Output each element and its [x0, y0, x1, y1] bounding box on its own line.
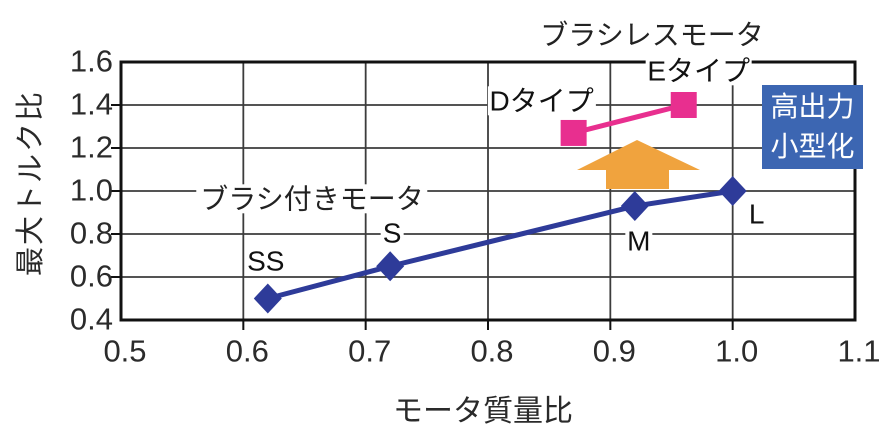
marker-diamond-icon — [376, 251, 405, 282]
improvement-up-arrow-icon — [577, 140, 700, 189]
series-line-0 — [267, 188, 734, 301]
y-axis-title: 最大トルク比 — [15, 89, 47, 277]
marker-square-icon — [670, 92, 697, 118]
marker-square-icon — [560, 119, 587, 146]
marker-diamond-icon — [253, 283, 282, 314]
x-axis-title: モータ質量比 — [393, 395, 573, 428]
series-line-1 — [573, 102, 685, 136]
marker-diamond-icon — [620, 191, 649, 222]
callout-line-2: 小型化 — [770, 131, 855, 162]
callout-line-1: 高出力 — [770, 91, 855, 122]
callout-box: 高出力 小型化 — [762, 85, 863, 169]
plot-border — [119, 60, 857, 322]
marker-diamond-icon — [718, 176, 747, 206]
